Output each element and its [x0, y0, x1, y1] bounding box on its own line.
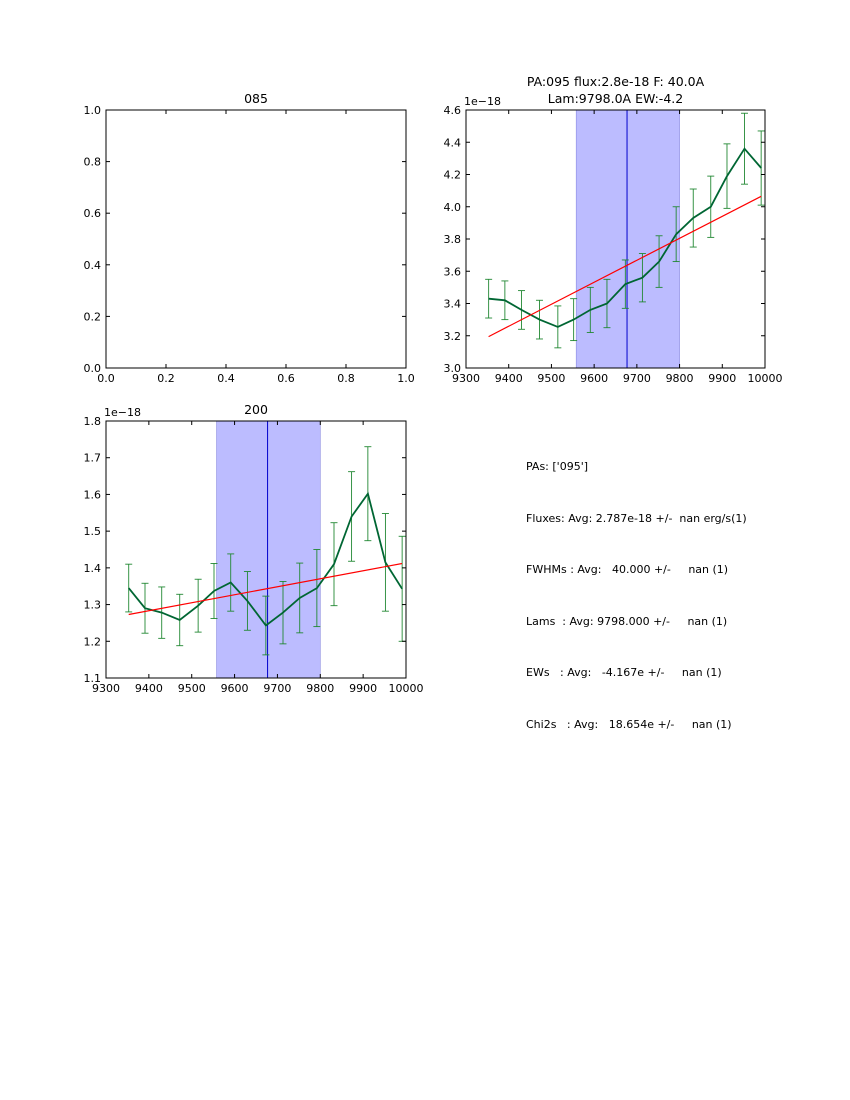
x-tick-label: 0.0 [97, 372, 115, 385]
error-bar [757, 130, 765, 206]
y-tick-label: 1.1 [84, 672, 102, 685]
summary-fluxes: Fluxes: Avg: 2.787e-18 +/- nan erg/s(1) [526, 511, 747, 525]
y-tick-label: 1.4 [84, 562, 102, 575]
x-tick-label: 9900 [708, 372, 736, 385]
summary-fwhms: FWHMs : Avg: 40.000 +/- nan (1) [526, 563, 729, 577]
y-tick-label: 1.0 [84, 104, 102, 117]
x-tick-label: 10000 [748, 372, 783, 385]
series-fit-line [128, 562, 403, 616]
x-tick-label: 9700 [263, 682, 291, 695]
plot-area [125, 446, 406, 656]
y-tick-label: 0.0 [84, 362, 102, 375]
x-tick-label: 0.6 [277, 372, 295, 385]
x-tick-label: 9900 [349, 682, 377, 695]
axes-frame [105, 109, 407, 369]
fit-window-span [216, 420, 321, 679]
summary-lams: Lams : Avg: 9798.000 +/- nan (1) [526, 614, 728, 628]
y-tick-label: 1.8 [84, 415, 102, 428]
y-tick-label: 0.6 [84, 207, 102, 220]
x-tick-label: 9400 [495, 372, 523, 385]
x-tick-label: 9300 [452, 372, 480, 385]
error-bar [125, 563, 133, 613]
x-tick-label: 9600 [580, 372, 608, 385]
series-data-line [488, 147, 762, 328]
axes-frame [105, 420, 407, 679]
series-fit-line [488, 195, 762, 338]
y-tick-label: 3.4 [444, 298, 462, 311]
y-tick-label: 4.2 [444, 169, 462, 182]
y-tick-label: 1.6 [84, 488, 102, 501]
panel-title: 200 [244, 402, 268, 417]
panel-title-line: Lam:9798.0A EW:-4.2 [548, 91, 683, 106]
x-tick-label: 0.2 [157, 372, 175, 385]
y-tick-label: 1.3 [84, 599, 102, 612]
x-tick-label: 9700 [623, 372, 651, 385]
y-tick-label: 3.6 [444, 265, 462, 278]
summary-chi2s: Chi2s : Avg: 18.654e +/- nan (1) [526, 717, 732, 731]
panel-085: 0.0 0.2 0.4 0.6 0.8 1.0 0.0 0.2 0.4 0.6 0.8 1.0 085 [84, 91, 415, 385]
x-tick-label: 9400 [135, 682, 163, 695]
error-bar [398, 535, 406, 642]
summary-pas: PAs: ['095'] [526, 460, 589, 473]
x-tick-label: 10000 [389, 682, 424, 695]
x-tick-label: 0.8 [337, 372, 355, 385]
y-tick-label: 3.2 [444, 330, 462, 343]
y-tick-label: 3.8 [444, 233, 462, 246]
panel-title-line: PA:095 flux:2.8e-18 F: 40.0A [527, 74, 705, 89]
y-tick-label: 1.7 [84, 452, 102, 465]
x-tick-label: 9300 [92, 682, 120, 695]
series-data-line [128, 491, 403, 627]
fit-summary: PAs: ['095'] Fluxes: Avg: 2.787e-18 +/- … [526, 434, 747, 757]
plot-area [485, 112, 765, 349]
y-tick-label: 0.2 [84, 310, 102, 323]
y-tick-label: 4.6 [444, 104, 462, 117]
x-tick-label: 9600 [221, 682, 249, 695]
x-tick-label: 9500 [537, 372, 565, 385]
x-tick-label: 0.4 [217, 372, 235, 385]
y-tick-label: 0.8 [84, 156, 102, 169]
x-tick-label: 9800 [306, 682, 334, 695]
x-tick-label: 1.0 [397, 372, 415, 385]
x-tick-label: 9800 [666, 372, 694, 385]
fit-window-span [575, 109, 680, 369]
panel-title: 085 [244, 91, 268, 106]
y-offset-label: 1e−18 [104, 406, 141, 419]
panel-200: 9300 9400 9500 9600 9700 9800 9900 10000 1.1 1.2 1… [84, 402, 424, 695]
y-tick-label: 3.0 [444, 362, 462, 375]
y-tick-label: 1.2 [84, 635, 102, 648]
x-tick-label: 9500 [178, 682, 206, 695]
y-tick-label: 4.4 [444, 136, 462, 149]
summary-ews: EWs : Avg: -4.167e +/- nan (1) [526, 666, 722, 680]
y-tick-label: 4.0 [444, 201, 462, 214]
panel-095: 9300 9400 9500 9600 9700 9800 9900 10000 3.0 3.2 3… [444, 74, 783, 385]
y-tick-label: 1.5 [84, 525, 102, 538]
y-offset-label: 1e−18 [464, 95, 501, 108]
y-tick-label: 0.4 [84, 259, 102, 272]
